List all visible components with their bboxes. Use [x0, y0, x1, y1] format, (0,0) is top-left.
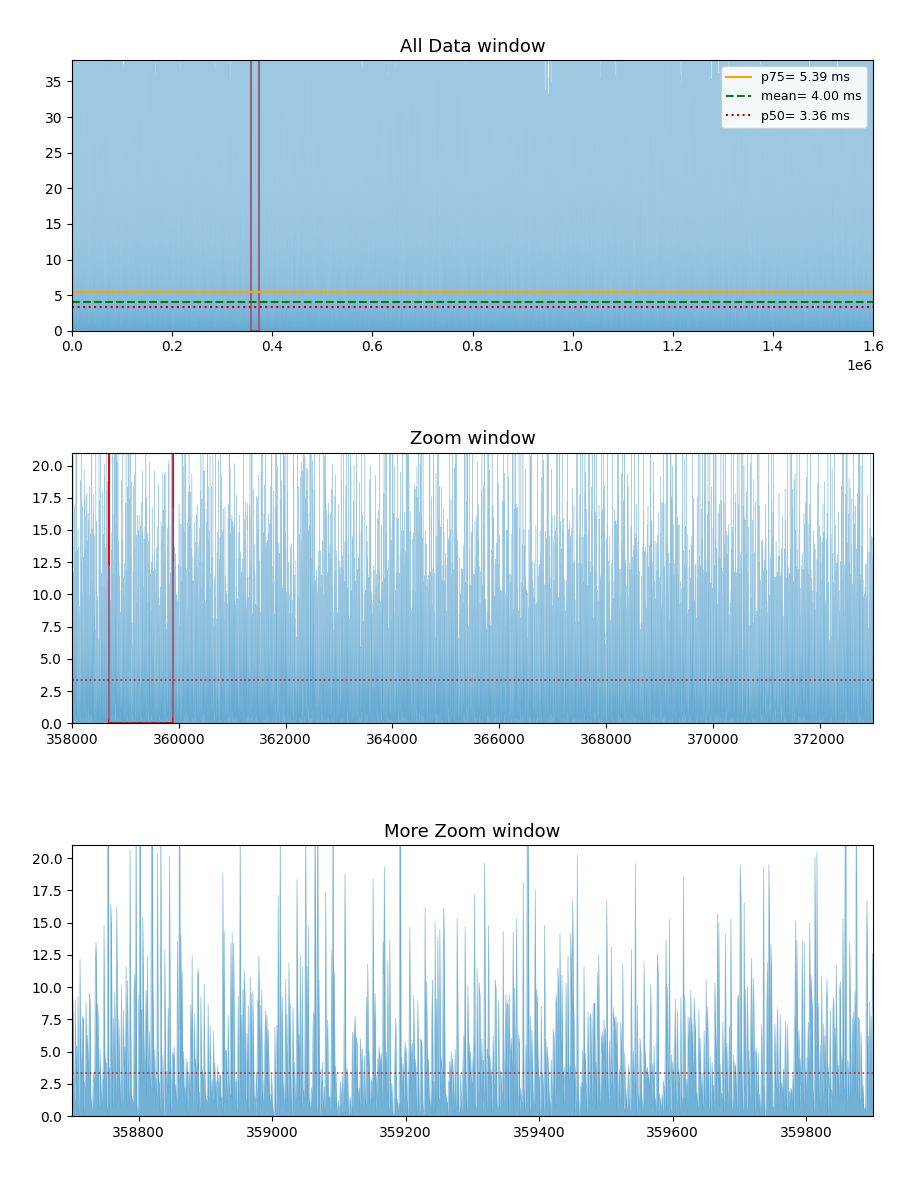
p75= 5.39 ms — [67, 286, 77, 300]
p50= 3.36 ms — [67, 300, 77, 314]
p50= 3.36 ms — [67, 300, 77, 314]
p75= 5.39 ms — [67, 286, 77, 300]
mean= 4.00 ms — [67, 295, 77, 310]
Title: Zoom window: Zoom window — [410, 431, 536, 449]
Title: More Zoom window: More Zoom window — [384, 823, 561, 841]
Bar — [251, 60, 258, 331]
Bar — [110, 452, 174, 724]
mean= 4.00 ms — [67, 295, 77, 310]
Legend: p75= 5.39 ms, mean= 4.00 ms, p50= 3.36 ms: p75= 5.39 ms, mean= 4.00 ms, p50= 3.36 m… — [721, 66, 867, 127]
Title: All Data window: All Data window — [400, 37, 545, 55]
